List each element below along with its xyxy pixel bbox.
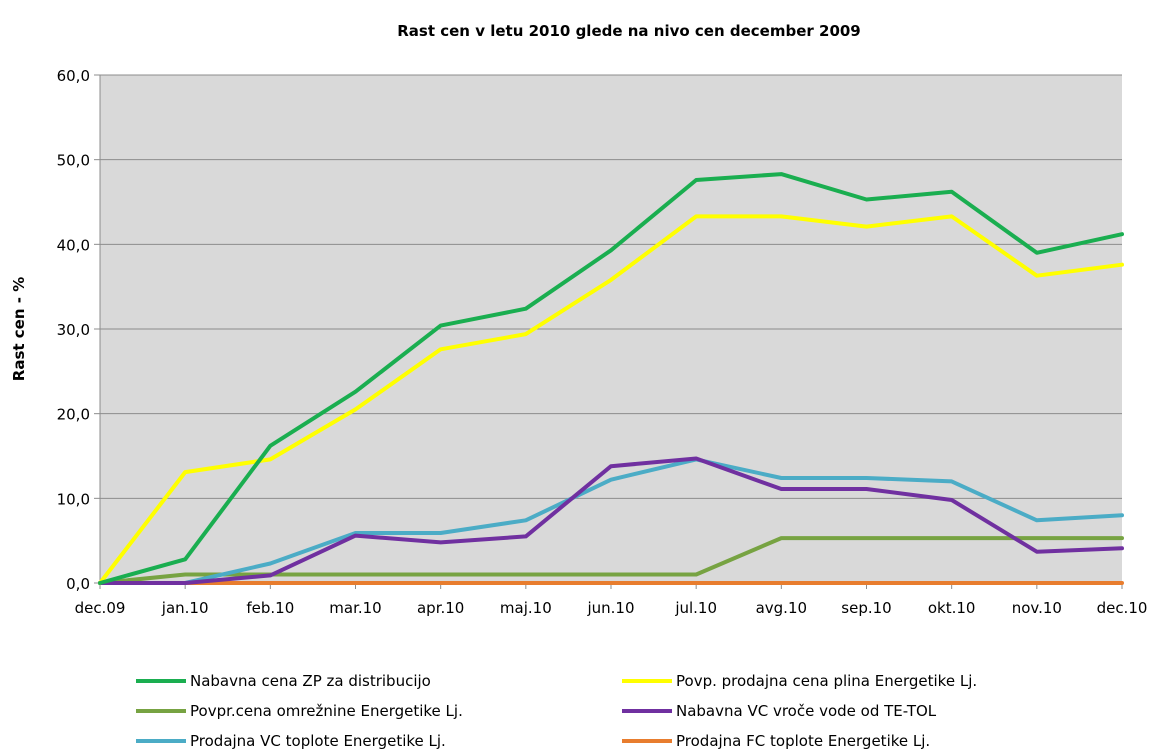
legend-label: Nabavna VC vroče vode od TE-TOL bbox=[676, 702, 937, 720]
y-axis-label: Rast cen - % bbox=[10, 277, 28, 381]
x-tick-label: mar.10 bbox=[329, 599, 381, 617]
x-tick-label: jul.10 bbox=[674, 599, 717, 617]
legend-item: Prodajna FC toplote Energetike Lj. bbox=[622, 732, 930, 750]
y-tick-label: 20,0 bbox=[57, 406, 90, 424]
legend-item: Povp. prodajna cena plina Energetike Lj. bbox=[622, 672, 977, 690]
x-tick-label: maj.10 bbox=[500, 599, 552, 617]
legend-item: Nabavna cena ZP za distribucijo bbox=[136, 672, 431, 690]
series-lines bbox=[98, 172, 1124, 585]
x-tick-label: dec.09 bbox=[75, 599, 126, 617]
series-line bbox=[98, 456, 1124, 585]
x-tick-label: dec.10 bbox=[1097, 599, 1148, 617]
x-tick-label: avg.10 bbox=[756, 599, 807, 617]
y-tick-label: 10,0 bbox=[57, 490, 90, 508]
series-line bbox=[98, 457, 1124, 585]
legend-label: Povpr.cena omrežnine Energetike Lj. bbox=[190, 702, 463, 720]
y-tick-label: 50,0 bbox=[57, 152, 90, 170]
x-tick-label: sep.10 bbox=[841, 599, 891, 617]
legend-label: Prodajna FC toplote Energetike Lj. bbox=[676, 732, 930, 750]
legend-label: Nabavna cena ZP za distribucijo bbox=[190, 672, 431, 690]
series-line bbox=[98, 214, 1124, 585]
legend-item: Povpr.cena omrežnine Energetike Lj. bbox=[136, 702, 463, 720]
x-tick-label: nov.10 bbox=[1012, 599, 1062, 617]
y-tick-label: 30,0 bbox=[57, 321, 90, 339]
x-tick-label: jan.10 bbox=[161, 599, 209, 617]
x-axis-ticks: dec.09 jan.10 feb.10 mar.10 apr.10 maj.10 jun.… bbox=[75, 583, 1148, 617]
y-tick-label: 60,0 bbox=[57, 67, 90, 85]
legend-item: Nabavna VC vroče vode od TE-TOL bbox=[622, 702, 937, 720]
x-tick-label: okt.10 bbox=[928, 599, 976, 617]
legend-label: Prodajna VC toplote Energetike Lj. bbox=[190, 732, 446, 750]
y-tick-label: 40,0 bbox=[57, 236, 90, 254]
legend: Nabavna cena ZP za distribucijo Povp. pro… bbox=[136, 672, 977, 750]
x-tick-label: apr.10 bbox=[417, 599, 464, 617]
x-tick-label: feb.10 bbox=[246, 599, 294, 617]
x-tick-label: jun.10 bbox=[586, 599, 634, 617]
legend-item: Prodajna VC toplote Energetike Lj. bbox=[136, 732, 446, 750]
y-axis-ticks: 0,0 10,0 20,0 30,0 40,0 50,0 60,0 bbox=[57, 67, 90, 593]
y-tick-label: 0,0 bbox=[66, 575, 90, 593]
legend-label: Povp. prodajna cena plina Energetike Lj. bbox=[676, 672, 977, 690]
chart-title: Rast cen v letu 2010 glede na nivo cen d… bbox=[397, 22, 861, 40]
series-line bbox=[98, 172, 1124, 585]
